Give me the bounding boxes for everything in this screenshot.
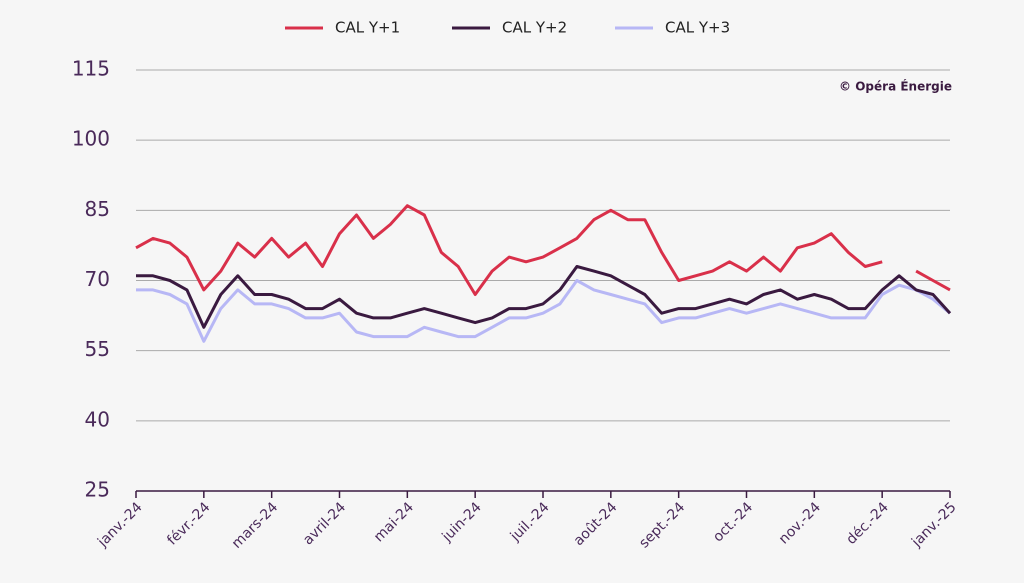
series-line (136, 279, 951, 343)
x-tick-label: nov.-24 (776, 499, 824, 547)
x-tick-label: mars-24 (229, 499, 281, 551)
x-tick-label: déc.-24 (843, 499, 892, 548)
y-tick-label: 70 (85, 267, 110, 291)
x-tick-label: janv.-24 (94, 499, 146, 551)
x-tick-label: janv.-25 (908, 499, 960, 551)
y-tick-label: 25 (85, 478, 110, 502)
legend-label: CAL Y+3 (665, 19, 730, 37)
y-tick-label: 115 (72, 57, 110, 81)
x-tick-label: juin-24 (439, 499, 485, 545)
x-tick-label: avril-24 (300, 499, 349, 548)
annotation: © Opéra Énergie (839, 79, 952, 94)
x-tick-label: juil.-24 (507, 499, 553, 545)
legend-label: CAL Y+1 (335, 19, 400, 37)
series-line (135, 204, 951, 296)
x-tick-label: févr.-24 (164, 499, 213, 548)
x-tick-label: oct.-24 (710, 499, 756, 545)
series-line (136, 265, 952, 329)
x-tick-label: août-24 (571, 499, 621, 549)
y-tick-label: 40 (85, 407, 110, 431)
y-tick-label: 100 (72, 127, 110, 151)
x-tick-label: sept.-24 (636, 499, 688, 551)
legend-label: CAL Y+2 (502, 19, 567, 37)
x-tick-label: mai-24 (371, 499, 417, 545)
y-tick-label: 55 (85, 337, 110, 361)
y-tick-label: 85 (85, 197, 110, 221)
